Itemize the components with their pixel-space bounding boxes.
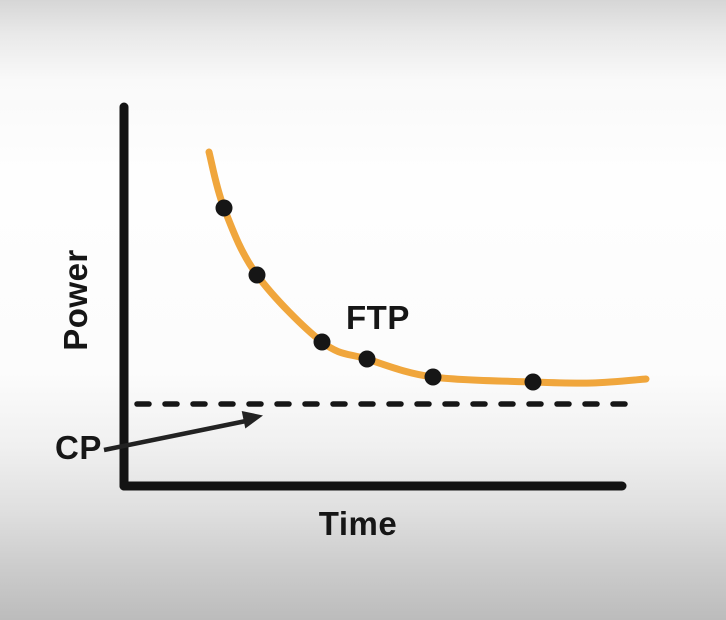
- curve-markers: [215, 199, 542, 391]
- x-axis-label: Time: [319, 505, 397, 542]
- cp-arrow-line: [103, 418, 247, 453]
- curve-marker-dot: [313, 333, 331, 351]
- cp-arrowhead: [241, 411, 263, 429]
- curve-marker-dot: [424, 368, 442, 386]
- curve-marker-dot: [524, 373, 542, 391]
- curve-marker-dot: [248, 266, 266, 284]
- curve-marker-dot: [358, 350, 376, 368]
- y-axis-label: Power: [57, 249, 94, 351]
- cp-annotation: CP: [55, 429, 102, 466]
- curve-marker-dot: [215, 199, 233, 217]
- power-curve: [205, 148, 650, 387]
- ftp-annotation: FTP: [346, 299, 410, 336]
